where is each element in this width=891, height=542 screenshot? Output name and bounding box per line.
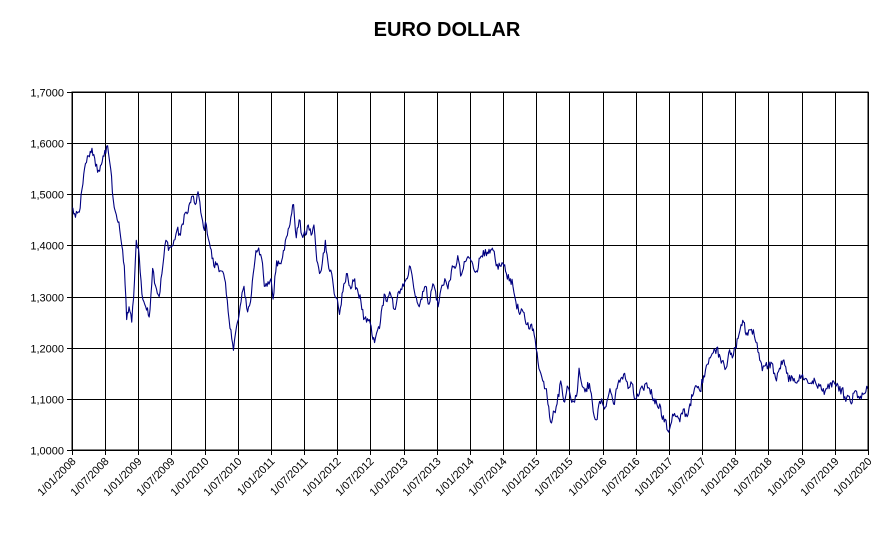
y-axis-tick-labels: 1,0000 1,1000 1,2000 1,3000 1,4000 1,5000 1,60… <box>30 88 64 458</box>
y-tick-label: 1,6000 <box>30 139 64 151</box>
y-tick-label: 1,1000 <box>30 395 64 407</box>
y-tick-label: 1,2000 <box>30 344 64 356</box>
series-line-euro-dollar <box>71 145 869 433</box>
y-tick-label: 1,3000 <box>30 293 64 305</box>
plot-area-border <box>71 91 869 451</box>
series-layer <box>71 145 869 433</box>
y-tick-label: 1,0000 <box>30 446 64 458</box>
y-tick-label: 1,4000 <box>30 241 64 253</box>
y-tick-label: 1,7000 <box>30 88 64 100</box>
grid-layer <box>67 92 869 455</box>
chart-title: EURO DOLLAR <box>374 19 521 41</box>
y-tick-label: 1,5000 <box>30 190 64 202</box>
x-axis-tick-labels: 1/01/20081/07/20081/01/20091/07/20091/01… <box>36 456 875 499</box>
